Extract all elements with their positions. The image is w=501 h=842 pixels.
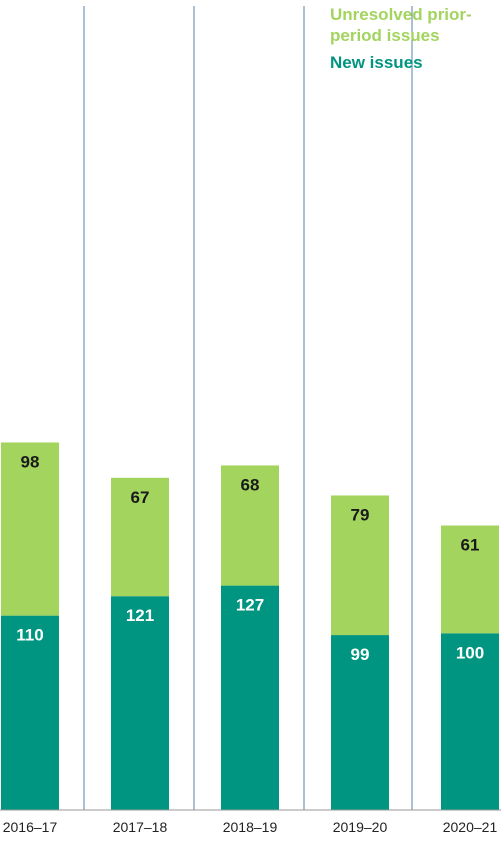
bar-unresolved-prior-2017–18 <box>111 477 169 597</box>
x-tick-label-2020–21: 2020–21 <box>443 819 498 835</box>
value-label-new-issues-2017–18: 121 <box>126 606 154 625</box>
value-label-new-issues-2019–20: 99 <box>351 645 370 664</box>
category-dividers <box>83 6 413 810</box>
value-label-new-issues-2018–19: 127 <box>236 596 264 615</box>
x-tick-label-2019–20: 2019–20 <box>333 819 388 835</box>
x-tick-label-2017–18: 2017–18 <box>113 819 168 835</box>
x-tick-label-2018–19: 2018–19 <box>223 819 278 835</box>
x-tick-label-2016–17: 2016–17 <box>3 819 58 835</box>
bar-unresolved-prior-2018–19 <box>221 465 279 586</box>
bars-group <box>1 442 499 810</box>
value-label-unresolved-prior-2017–18: 67 <box>131 488 150 507</box>
value-label-unresolved-prior-2020–21: 61 <box>461 536 480 555</box>
bar-labels-group: 110 98 121 67 127 68 99 79 100 61 <box>16 452 484 664</box>
bar-new-issues-2019–20 <box>331 635 389 810</box>
bar-unresolved-prior-2020–21 <box>441 525 499 634</box>
value-label-unresolved-prior-2018–19: 68 <box>241 475 260 494</box>
bar-unresolved-prior-2019–20 <box>331 495 389 636</box>
value-label-new-issues-2016–17: 110 <box>16 626 43 645</box>
bar-new-issues-2017–18 <box>111 596 169 810</box>
legend-item-new-issues: New issues <box>330 53 423 72</box>
bar-new-issues-2016–17 <box>1 615 59 810</box>
bar-unresolved-prior-2016–17 <box>1 442 59 616</box>
legend-item-unresolved-prior-period-issues: Unresolved prior-period issues <box>330 5 472 45</box>
value-label-unresolved-prior-2016–17: 98 <box>21 452 40 471</box>
bar-new-issues-2018–19 <box>221 585 279 810</box>
x-tick-labels-group: 2016–17 2017–18 2018–19 2019–20 2020–21 <box>3 819 498 835</box>
value-label-new-issues-2020–21: 100 <box>456 643 484 662</box>
legend: Unresolved prior-period issues New issue… <box>330 4 500 73</box>
value-label-unresolved-prior-2019–20: 79 <box>351 505 370 524</box>
bar-new-issues-2020–21 <box>441 633 499 810</box>
